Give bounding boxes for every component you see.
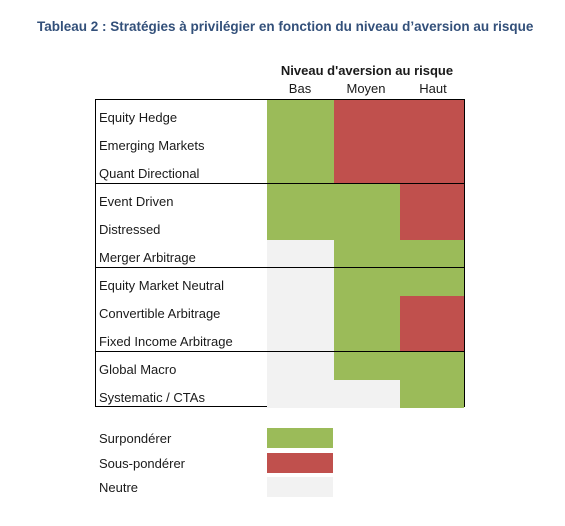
strategy-label: Event Driven [99, 194, 174, 209]
table-row: Merger Arbitrage [96, 240, 464, 268]
cell-moyen [334, 212, 401, 240]
cell-haut [400, 156, 464, 184]
legend-swatch-neutre [267, 477, 333, 497]
cell-bas [267, 100, 334, 128]
strategy-table: Equity Hedge Emerging Markets Quant Direct… [95, 99, 465, 408]
table-row: Emerging Markets [96, 128, 464, 156]
strategy-label: Quant Directional [99, 166, 200, 181]
table-row: Global Macro [96, 352, 464, 380]
table-row: Systematic / CTAs [96, 380, 464, 408]
strategy-label: Distressed [99, 222, 161, 237]
legend-label-neutre: Neutre [99, 480, 139, 495]
cell-bas [267, 268, 334, 296]
table-title: Tableau 2 : Stratégies à privilégier en … [37, 19, 534, 34]
cell-moyen [334, 268, 401, 296]
cell-moyen [334, 100, 401, 128]
legend-swatch-surponderer [267, 428, 333, 448]
cell-haut [400, 212, 464, 240]
strategy-label: Merger Arbitrage [99, 250, 196, 265]
table-row: Equity Hedge [96, 100, 464, 128]
cell-moyen [334, 324, 401, 352]
strategy-label: Equity Hedge [99, 110, 178, 125]
cell-haut [400, 240, 464, 268]
cell-haut [400, 100, 464, 128]
cell-moyen [334, 128, 401, 156]
legend-swatch-sous-ponderer [267, 453, 333, 473]
group-separator [96, 183, 464, 184]
cell-haut [400, 128, 464, 156]
strategy-label: Emerging Markets [99, 138, 205, 153]
column-header-moyen: Moyen [346, 81, 386, 96]
cell-haut [400, 268, 464, 296]
cell-haut [400, 184, 464, 212]
column-header-bas: Bas [288, 81, 312, 96]
table-row: Convertible Arbitrage [96, 296, 464, 324]
cell-bas [267, 296, 334, 324]
table-row: Fixed Income Arbitrage [96, 324, 464, 352]
column-group-header: Niveau d'aversion au risque [280, 63, 454, 78]
table-row: Equity Market Neutral [96, 268, 464, 296]
column-header-haut: Haut [419, 81, 447, 96]
strategy-label: Equity Market Neutral [99, 278, 224, 293]
cell-bas [267, 324, 334, 352]
legend-label-surponderer: Surpondérer [99, 431, 172, 446]
table-row: Distressed [96, 212, 464, 240]
group-separator [96, 351, 464, 352]
cell-bas [267, 184, 334, 212]
cell-moyen [334, 352, 401, 380]
table-row: Quant Directional [96, 156, 464, 184]
strategy-label: Fixed Income Arbitrage [99, 334, 233, 349]
cell-bas [267, 352, 334, 380]
strategy-label: Systematic / CTAs [99, 390, 205, 405]
cell-haut [400, 352, 464, 380]
cell-moyen [334, 296, 401, 324]
cell-moyen [334, 156, 401, 184]
legend-label-sous-ponderer: Sous-pondérer [99, 456, 185, 471]
cell-bas [267, 156, 334, 184]
group-separator [96, 267, 464, 268]
cell-bas [267, 240, 334, 268]
strategy-label: Global Macro [99, 362, 177, 377]
cell-bas [267, 212, 334, 240]
cell-moyen [334, 380, 401, 408]
strategy-label: Convertible Arbitrage [99, 306, 221, 321]
cell-haut [400, 380, 464, 408]
table-row: Event Driven [96, 184, 464, 212]
cell-bas [267, 128, 334, 156]
cell-haut [400, 324, 464, 352]
cell-haut [400, 296, 464, 324]
cell-bas [267, 380, 334, 408]
cell-moyen [334, 184, 401, 212]
cell-moyen [334, 240, 401, 268]
